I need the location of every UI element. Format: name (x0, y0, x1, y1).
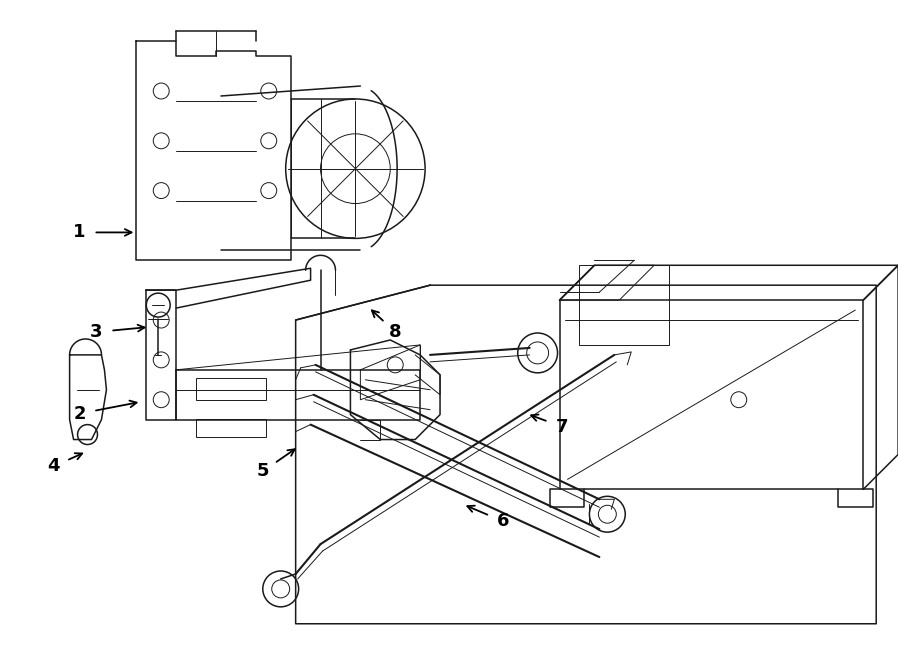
Text: 4: 4 (48, 457, 60, 475)
Bar (196, 378, 266, 400)
Text: 3: 3 (90, 323, 103, 341)
Text: 6: 6 (497, 512, 509, 530)
Text: 8: 8 (389, 323, 401, 341)
Bar (196, 418, 266, 436)
Bar (580, 265, 669, 345)
Text: 7: 7 (555, 418, 568, 436)
Text: 1: 1 (73, 223, 86, 242)
Text: 5: 5 (256, 463, 269, 481)
Text: 2: 2 (73, 404, 86, 422)
